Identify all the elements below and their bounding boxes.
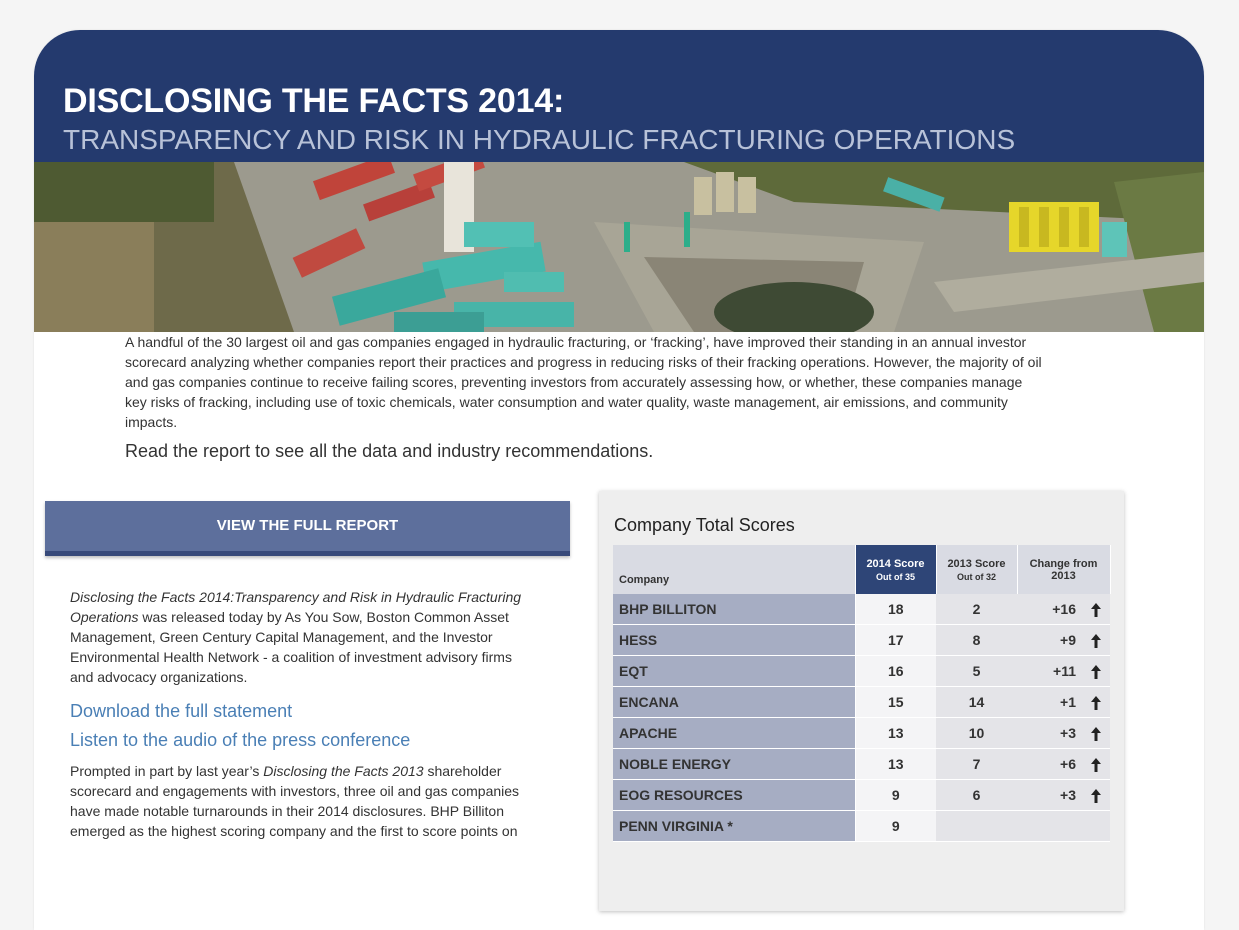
- links: Download the full statement Listen to th…: [70, 697, 530, 755]
- company-name: EOG RESOURCES: [613, 779, 856, 811]
- header-2013-score: 2013 Score Out of 32: [936, 545, 1018, 594]
- score-change: +1: [1017, 686, 1082, 718]
- score-2013: 6: [936, 779, 1017, 811]
- change-arrow-cell: [1082, 624, 1110, 656]
- page-title: DISCLOSING THE FACTS 2014:: [63, 82, 565, 120]
- arrow-up-icon: [1091, 603, 1101, 618]
- score-change: +16: [1017, 594, 1082, 625]
- score-2014: 13: [855, 748, 936, 780]
- score-change: +11: [1017, 655, 1082, 687]
- score-2014: 9: [855, 810, 936, 842]
- arrow-up-icon: [1091, 634, 1101, 649]
- page-subtitle: TRANSPARENCY AND RISK IN HYDRAULIC FRACT…: [63, 124, 1016, 155]
- change-arrow-cell: [1082, 686, 1110, 718]
- score-2013: 7: [936, 748, 1017, 780]
- score-2013: [936, 810, 1017, 842]
- table-row: BHP BILLITON 18 2 +16: [613, 594, 1110, 625]
- change-arrow-cell: [1082, 748, 1110, 780]
- header-2013-label: 2013 Score: [947, 557, 1006, 570]
- table-row: PENN VIRGINIA * 9: [613, 810, 1110, 842]
- change-arrow-cell: [1082, 655, 1110, 687]
- table-row: EOG RESOURCES 9 6 +3: [613, 779, 1110, 811]
- change-arrow-cell: [1082, 810, 1110, 842]
- header-2014-label: 2014 Score: [866, 557, 925, 570]
- company-name: APACHE: [613, 717, 856, 749]
- header-change: Change from 2013: [1017, 545, 1111, 594]
- score-change: +6: [1017, 748, 1082, 780]
- score-2014: 9: [855, 779, 936, 811]
- score-2014: 18: [855, 594, 936, 625]
- company-name: HESS: [613, 624, 856, 656]
- prompted-italic: Disclosing the Facts 2013: [263, 763, 424, 779]
- company-scores-panel: Company Total Scores Company 2014 Score O…: [599, 491, 1124, 911]
- score-change: +3: [1017, 717, 1082, 749]
- prompted-paragraph: Prompted in part by last year’s Disclosi…: [70, 761, 530, 841]
- view-full-report-button[interactable]: VIEW THE FULL REPORT: [45, 501, 570, 556]
- score-change: +9: [1017, 624, 1082, 656]
- arrow-up-icon: [1091, 727, 1101, 742]
- company-name: EQT: [613, 655, 856, 687]
- table-row: EQT 16 5 +11: [613, 655, 1110, 687]
- report-title-italic: Disclosing the Facts 2014:Transparency a…: [70, 589, 522, 625]
- scores-title: Company Total Scores: [614, 515, 795, 535]
- change-arrow-cell: [1082, 717, 1110, 749]
- company-name: NOBLE ENERGY: [613, 748, 856, 780]
- arrow-up-icon: [1091, 758, 1101, 773]
- prompted-pre: Prompted in part by last year’s: [70, 763, 264, 779]
- table-row: ENCANA 15 14 +1: [613, 686, 1110, 718]
- score-2013: 14: [936, 686, 1017, 718]
- intro-paragraph: A handful of the 30 largest oil and gas …: [125, 334, 1042, 430]
- scores-header-row: Company 2014 Score Out of 35 2013 Score Ou…: [613, 545, 1111, 594]
- score-2014: 15: [855, 686, 936, 718]
- table-row: HESS 17 8 +9: [613, 624, 1110, 656]
- scores-table: Company 2014 Score Out of 35 2013 Score Ou…: [613, 545, 1111, 842]
- arrow-up-icon: [1091, 789, 1101, 804]
- score-2014: 17: [855, 624, 936, 656]
- company-name: PENN VIRGINIA *: [613, 810, 856, 842]
- page-header: DISCLOSING THE FACTS 2014: TRANSPARENCY …: [34, 30, 1204, 162]
- header-2014-sub: Out of 35: [875, 571, 915, 582]
- press-audio-link[interactable]: Listen to the audio of the press confere…: [70, 730, 411, 750]
- score-2013: 5: [936, 655, 1017, 687]
- intro-text: A handful of the 30 largest oil and gas …: [125, 332, 1045, 432]
- hero-image: [34, 162, 1204, 332]
- score-2013: 2: [936, 594, 1017, 625]
- change-arrow-cell: [1082, 779, 1110, 811]
- table-row: APACHE 13 10 +3: [613, 717, 1110, 749]
- read-more-text: Read the report to see all the data and …: [125, 441, 654, 461]
- score-2014: 13: [855, 717, 936, 749]
- score-change: [1017, 810, 1082, 842]
- arrow-up-icon: [1091, 665, 1101, 680]
- company-name: ENCANA: [613, 686, 856, 718]
- score-2013: 10: [936, 717, 1017, 749]
- score-2013: 8: [936, 624, 1017, 656]
- download-statement-link[interactable]: Download the full statement: [70, 701, 293, 721]
- company-name: BHP BILLITON: [613, 594, 856, 625]
- score-change: +3: [1017, 779, 1082, 811]
- header-company: Company: [613, 545, 856, 594]
- arrow-up-icon: [1091, 696, 1101, 711]
- header-2014-score: 2014 Score Out of 35: [855, 545, 937, 594]
- release-paragraph: Disclosing the Facts 2014:Transparency a…: [70, 587, 530, 687]
- table-row: NOBLE ENERGY 13 7 +6: [613, 748, 1110, 780]
- score-2014: 16: [855, 655, 936, 687]
- change-arrow-cell: [1082, 594, 1110, 625]
- release-column: Disclosing the Facts 2014:Transparency a…: [70, 587, 530, 841]
- report-card: DISCLOSING THE FACTS 2014: TRANSPARENCY …: [34, 30, 1204, 930]
- release-rest: was released today by As You Sow, Boston…: [70, 609, 512, 685]
- prompted-post: shareholder scorecard and engagements wi…: [70, 763, 520, 839]
- header-2013-sub: Out of 32: [956, 571, 996, 582]
